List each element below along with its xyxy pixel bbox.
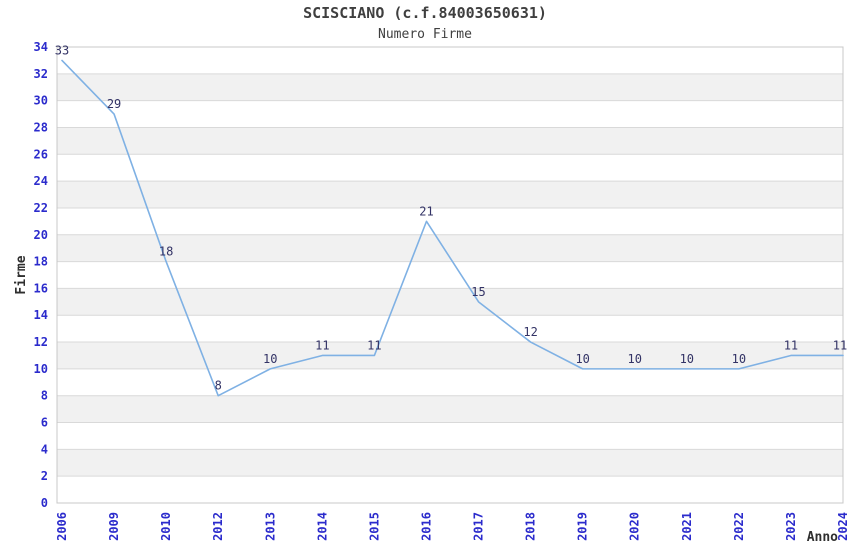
data-label: 11	[784, 338, 798, 352]
data-line	[61, 59, 844, 397]
y-tick-label: 30	[34, 94, 48, 108]
chart-subtitle: Numero Firme	[378, 27, 472, 42]
y-tick-label: 24	[34, 174, 48, 188]
x-tick-label: 2006	[55, 512, 69, 541]
plot-band	[57, 181, 843, 208]
data-label: 33	[55, 43, 69, 57]
y-tick-label: 32	[34, 67, 48, 81]
x-tick-label: 2023	[784, 512, 798, 541]
x-tick-label: 2012	[211, 512, 225, 541]
plot-band	[57, 395, 843, 423]
x-tick-label: 2015	[367, 512, 381, 541]
data-label: 8	[215, 379, 222, 393]
y-tick-label: 10	[34, 362, 48, 376]
y-tick-label: 6	[41, 416, 48, 430]
y-tick-label: 18	[34, 255, 48, 269]
y-tick-label: 14	[34, 308, 48, 322]
y-tick-label: 20	[34, 228, 48, 242]
x-tick-label: 2022	[732, 512, 746, 541]
x-tick-label: 2013	[263, 512, 277, 541]
data-label: 12	[523, 325, 537, 339]
y-tick-label: 26	[34, 147, 48, 161]
x-tick-label: 2021	[680, 512, 694, 541]
x-tick-label: 2019	[576, 512, 590, 541]
x-tick-label: 2017	[472, 512, 486, 541]
data-label: 10	[575, 352, 589, 366]
plot-band	[57, 288, 843, 316]
data-label: 21	[419, 204, 433, 218]
data-label: 11	[833, 338, 847, 352]
x-tick-label: 2020	[628, 512, 642, 541]
y-tick-label: 22	[34, 201, 48, 215]
y-tick-label: 2	[41, 469, 48, 483]
y-tick-label: 8	[41, 389, 48, 403]
y-tick-label: 0	[41, 496, 48, 510]
x-tick-label: 2010	[159, 512, 173, 541]
data-label: 18	[159, 245, 173, 259]
y-tick-label: 16	[34, 281, 48, 295]
data-label: 29	[107, 97, 121, 111]
y-tick-label: 4	[41, 442, 48, 456]
x-tick-label: 2024	[836, 512, 850, 541]
data-label: 11	[315, 338, 329, 352]
data-label: 10	[732, 352, 746, 366]
data-label: 10	[680, 352, 694, 366]
y-tick-label: 12	[34, 335, 48, 349]
y-tick-label: 34	[34, 40, 48, 54]
data-label: 11	[367, 338, 381, 352]
x-tick-label: 2016	[419, 512, 433, 541]
plot-band	[57, 449, 843, 477]
chart-title: SCISCIANO (c.f.84003650631)	[303, 4, 547, 22]
x-tick-label: 2009	[107, 512, 121, 541]
x-tick-label: 2018	[524, 512, 538, 541]
data-label: 10	[263, 352, 277, 366]
plot-border	[56, 46, 844, 504]
data-label: 10	[628, 352, 642, 366]
y-axis-title: Firme	[14, 255, 29, 294]
plot-band	[57, 342, 843, 369]
x-tick-label: 2014	[315, 512, 329, 541]
y-tick-label: 28	[34, 120, 48, 134]
plot-band	[57, 73, 843, 101]
x-axis-title: Anno	[807, 530, 838, 545]
data-label: 15	[471, 285, 485, 299]
plot-band	[57, 127, 843, 155]
